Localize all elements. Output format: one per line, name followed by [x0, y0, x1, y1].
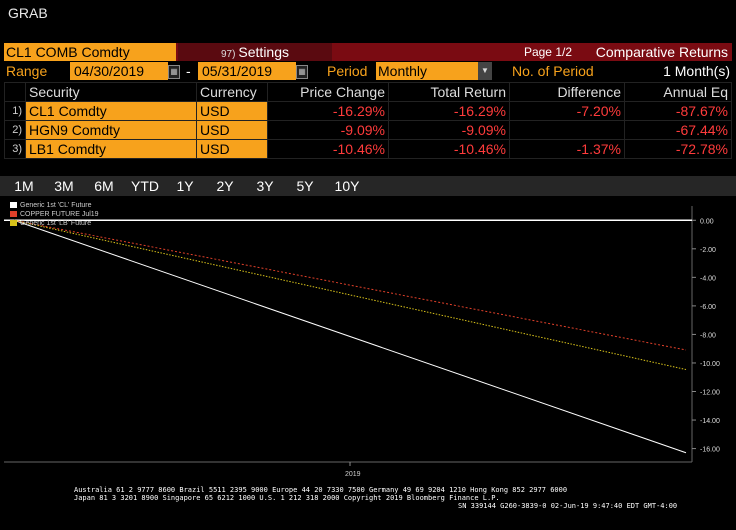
chevron-down-icon[interactable]: ▼	[478, 62, 492, 80]
series-line	[13, 219, 687, 454]
period-tab-bar	[0, 176, 736, 196]
y-tick-label: 0.00	[700, 218, 714, 225]
column-header[interactable]: Security	[25, 82, 197, 102]
series-line	[13, 219, 687, 351]
y-tick-label: -8.00	[700, 332, 716, 339]
difference-cell: -1.37%	[509, 139, 625, 159]
settings-number: 97)	[220, 49, 236, 60]
difference-cell: -7.20%	[509, 101, 625, 121]
table-row[interactable]: 2) HGN9 Comdty USD -9.09% -9.09% -67.44%	[4, 120, 732, 140]
returns-chart[interactable]: 0.00 -2.00 -4.00 -6.00 -8.00 -10.00 -12.00 -14.…	[2, 198, 734, 482]
legend-label: Generic 1st 'CL' Future	[20, 202, 92, 209]
legend-label: Generic 1st 'LB' Future	[20, 220, 92, 227]
period-value: Monthly	[378, 63, 428, 79]
tab-3y[interactable]: 3Y	[256, 178, 274, 194]
legend-item: Generic 1st 'CL' Future	[10, 201, 99, 210]
y-tick-label: -14.00	[700, 418, 720, 425]
total-return-cell: -9.09%	[388, 120, 510, 140]
period-select[interactable]: Monthly ▼	[376, 62, 492, 80]
price-change-cell: -16.29%	[267, 101, 389, 121]
number-of-period-label: No. of Period	[512, 63, 594, 79]
range-label: Range	[6, 63, 48, 79]
tab-6m[interactable]: 6M	[94, 178, 114, 194]
total-return-cell: -10.46%	[388, 139, 510, 159]
calendar-icon[interactable]: ▦	[296, 65, 308, 79]
row-number: 2)	[4, 120, 26, 140]
legend-swatch	[10, 202, 17, 209]
chart-legend: Generic 1st 'CL' Future COPPER FUTURE Ju…	[10, 201, 99, 228]
y-tick-label: -4.00	[700, 275, 716, 282]
tab-ytd[interactable]: YTD	[131, 178, 159, 194]
currency-cell: USD	[196, 120, 268, 140]
end-date-input[interactable]: 05/31/2019	[198, 62, 296, 80]
tab-2y[interactable]: 2Y	[216, 178, 234, 194]
page-indicator: Page 1/2	[523, 45, 572, 59]
total-return-cell: -16.29%	[388, 101, 510, 121]
annual-eq-cell: -87.67%	[624, 101, 732, 121]
series-line	[13, 219, 687, 371]
column-header[interactable]: Price Change	[267, 82, 389, 102]
y-tick-label: -6.00	[700, 304, 716, 311]
grab-label: GRAB	[8, 5, 48, 21]
security-title-field[interactable]: CL1 COMB Comdty	[4, 43, 176, 61]
table-row[interactable]: 3) LB1 Comdty USD -10.46% -10.46% -1.37%…	[4, 139, 732, 159]
table-header-row: Security Currency Price Change Total Ret…	[4, 82, 732, 102]
currency-cell: USD	[196, 101, 268, 121]
table-row[interactable]: 1) CL1 Comdty USD -16.29% -16.29% -7.20%…	[4, 101, 732, 121]
currency-cell: USD	[196, 139, 268, 159]
y-tick-label: -2.00	[700, 247, 716, 254]
calendar-icon[interactable]: ▦	[168, 65, 180, 79]
tab-1m[interactable]: 1M	[14, 178, 34, 194]
column-header[interactable]: Currency	[196, 82, 268, 102]
tab-5y[interactable]: 5Y	[296, 178, 314, 194]
annual-eq-cell: -67.44%	[624, 120, 732, 140]
security-cell[interactable]: HGN9 Comdty	[25, 120, 197, 140]
tab-10y[interactable]: 10Y	[334, 178, 360, 194]
y-tick-label: -16.00	[700, 447, 720, 454]
footer: Australia 61 2 9777 8600 Brazil 5511 239…	[0, 486, 736, 510]
tab-1y[interactable]: 1Y	[176, 178, 194, 194]
settings-label: Settings	[238, 44, 290, 60]
period-label: Period	[327, 63, 368, 79]
column-header[interactable]: Total Return	[388, 82, 510, 102]
row-number: 1)	[4, 101, 26, 121]
price-change-cell: -10.46%	[267, 139, 389, 159]
footer-line: SN 339144 G260-3839-0 02-Jun-19 9:47:40 …	[458, 502, 678, 510]
legend-label: COPPER FUTURE Jul19	[20, 211, 99, 218]
comparative-returns-title: Comparative Returns	[595, 44, 728, 60]
security-cell[interactable]: CL1 Comdty	[25, 101, 197, 121]
start-date-input[interactable]: 04/30/2019	[70, 62, 168, 80]
difference-cell	[509, 120, 625, 140]
settings-button[interactable]: 97) Settings	[178, 43, 332, 61]
tab-3m[interactable]: 3M	[54, 178, 74, 194]
returns-table: Security Currency Price Change Total Ret…	[4, 82, 732, 159]
footer-line: Australia 61 2 9777 8600 Brazil 5511 239…	[74, 486, 568, 494]
legend-item: COPPER FUTURE Jul19	[10, 210, 99, 219]
number-of-period-value[interactable]: 1 Month(s)	[663, 63, 730, 79]
column-header[interactable]: Difference	[509, 82, 625, 102]
legend-item: Generic 1st 'LB' Future	[10, 219, 99, 228]
date-dash: -	[186, 63, 191, 79]
y-tick-label: -10.00	[700, 361, 720, 368]
y-tick-label: -12.00	[700, 390, 720, 397]
annual-eq-cell: -72.78%	[624, 139, 732, 159]
column-header[interactable]: Annual Eq	[624, 82, 732, 102]
x-axis-label: 2019	[345, 471, 361, 478]
price-change-cell: -9.09%	[267, 120, 389, 140]
legend-swatch	[10, 220, 17, 227]
legend-swatch	[10, 211, 17, 218]
row-number: 3)	[4, 139, 26, 159]
footer-line: Japan 81 3 3201 8900 Singapore 65 6212 1…	[74, 494, 500, 502]
security-cell[interactable]: LB1 Comdty	[25, 139, 197, 159]
